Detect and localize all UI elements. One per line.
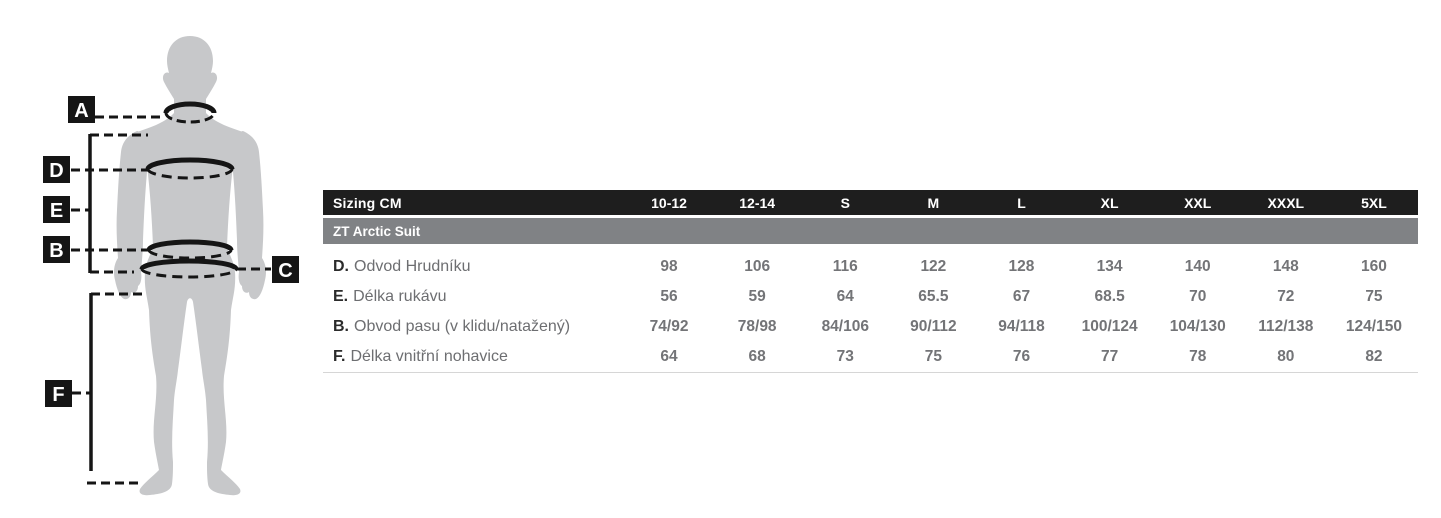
label-box-e	[43, 196, 70, 223]
measurement-figure: A D E B C F	[0, 0, 320, 518]
row-label-text: Obvod pasu (v klidu/natažený)	[354, 318, 571, 335]
table-row-sleeve: E. Délka rukávu 56 59 64 65.5 67 68.5 70 …	[323, 282, 1418, 312]
column-header-sizing-cm: Sizing CM	[333, 194, 402, 211]
size-value-cell: 112/138	[1258, 318, 1314, 335]
row-label: B. Obvod pasu (v klidu/natažený)	[323, 318, 625, 336]
label-box-a	[68, 96, 95, 123]
size-value-cell: 75	[924, 348, 942, 365]
table-row-inseam: F. Délka vnitřní nohavice 64 68 73 75 76 …	[323, 342, 1418, 372]
size-value-cell: 104/130	[1169, 318, 1226, 335]
measure-label-c: C	[278, 260, 292, 282]
row-label: F. Délka vnitřní nohavice	[323, 348, 625, 366]
column-header-xxxl: XXXL	[1267, 194, 1305, 211]
hip-measure-ring	[139, 258, 239, 270]
table-header-row: Sizing CM 10-12 12-14 S M L XL XXL XXXL …	[323, 190, 1418, 215]
row-letter: D.	[333, 258, 349, 275]
size-value-cell: 72	[1277, 288, 1295, 305]
male-silhouette-diagram: A D E B C F	[43, 36, 299, 496]
size-value-cell: 78/98	[737, 318, 777, 335]
size-value-cell: 73	[836, 348, 854, 365]
measure-label-boxes: A D E B C F	[43, 96, 299, 407]
row-label-text: Odvod Hrudníku	[354, 258, 471, 275]
table-body: D. Odvod Hrudníku 98 106 116 122 128 134 …	[323, 244, 1418, 373]
label-box-f	[45, 380, 72, 407]
row-label-text: Délka vnitřní nohavice	[350, 348, 508, 365]
size-value-cell: 68.5	[1094, 288, 1125, 305]
size-value-cell: 90/112	[910, 318, 957, 335]
measure-label-f: F	[52, 384, 64, 406]
column-header-12-14: 12-14	[739, 194, 776, 211]
size-value-cell: 140	[1184, 258, 1211, 275]
inseam-measure-bracket	[87, 292, 146, 485]
size-value-cell: 74/92	[649, 318, 689, 335]
size-value-cell: 65.5	[918, 288, 949, 305]
row-label: E. Délka rukávu	[323, 288, 625, 306]
row-letter: B.	[333, 318, 349, 335]
measure-label-a: A	[74, 100, 88, 122]
size-value-cell: 128	[1008, 258, 1035, 275]
column-header-l: L	[1017, 194, 1026, 211]
row-letter: F.	[333, 348, 346, 365]
row-label: D. Odvod Hrudníku	[323, 258, 625, 276]
label-box-c	[272, 256, 299, 283]
column-header-5xl: 5XL	[1361, 194, 1387, 211]
row-label-text: Délka rukávu	[353, 288, 447, 305]
size-value-cell: 75	[1365, 288, 1383, 305]
column-header-xl: XL	[1100, 194, 1119, 211]
measure-label-b: B	[49, 240, 63, 262]
column-header-xxl: XXL	[1184, 194, 1212, 211]
table-row-waist: B. Obvod pasu (v klidu/natažený) 74/92 78…	[323, 312, 1418, 342]
chest-measure-ring	[145, 157, 235, 170]
size-value-cell: 76	[1012, 348, 1031, 365]
size-value-cell: 82	[1365, 348, 1383, 365]
size-value-cell: 77	[1100, 348, 1119, 365]
measurement-marks	[71, 101, 271, 485]
product-group-band: ZT Arctic Suit	[323, 218, 1418, 244]
measure-label-d: D	[49, 160, 63, 182]
size-value-cell: 64	[660, 348, 678, 365]
size-value-cell: 134	[1096, 258, 1123, 275]
size-value-cell: 68	[748, 348, 766, 365]
sizing-table: Sizing CM 10-12 12-14 S M L XL XXL XXXL …	[323, 190, 1418, 373]
size-value-cell: 100/124	[1081, 318, 1138, 335]
size-value-cell: 59	[748, 288, 766, 305]
body-silhouette-icon	[114, 36, 266, 496]
neck-measure-ring	[163, 101, 217, 114]
column-header-m: M	[927, 194, 940, 211]
size-value-cell: 116	[832, 258, 858, 275]
size-value-cell: 94/118	[998, 318, 1045, 335]
size-value-cell: 160	[1361, 258, 1387, 275]
size-value-cell: 84/106	[821, 318, 869, 335]
label-box-d	[43, 156, 70, 183]
column-header-10-12: 10-12	[651, 194, 687, 211]
waist-measure-ring	[146, 239, 234, 251]
row-letter: E.	[333, 288, 349, 305]
column-header-s: S	[840, 194, 850, 211]
size-value-cell: 67	[1012, 288, 1031, 305]
size-value-cell: 78	[1189, 348, 1207, 365]
size-value-cell: 64	[836, 288, 854, 305]
size-value-cell: 80	[1277, 348, 1295, 365]
measure-label-e: E	[50, 200, 63, 222]
size-value-cell: 56	[660, 288, 678, 305]
size-value-cell: 70	[1189, 288, 1207, 305]
size-value-cell: 98	[660, 258, 678, 275]
label-box-b	[43, 236, 70, 263]
size-value-cell: 122	[920, 258, 947, 275]
product-group-label: ZT Arctic Suit	[333, 223, 421, 239]
size-value-cell: 148	[1272, 258, 1299, 275]
size-value-cell: 106	[744, 258, 771, 275]
size-value-cell: 124/150	[1345, 318, 1402, 335]
table-row-chest: D. Odvod Hrudníku 98 106 116 122 128 134 …	[323, 252, 1418, 282]
